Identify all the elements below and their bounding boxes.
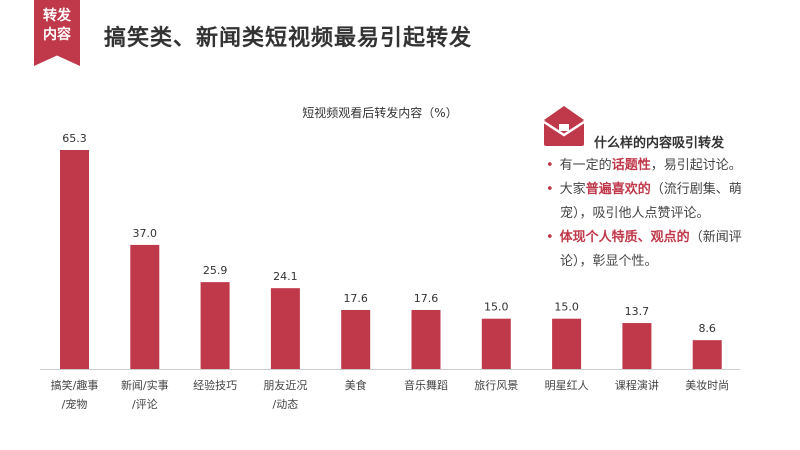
bar [411,309,441,369]
bar [552,318,582,369]
section-ribbon: 转发 内容 [34,0,80,66]
category-label: 音乐舞蹈 [404,378,448,392]
bar-value-label: 37.0 [133,227,158,240]
category-label: 朋友近况 [263,378,307,392]
insight-bullet: • 大家普遍喜欢的（流行剧集、萌 宠），吸引他人点赞评论。 [546,178,782,226]
category-label: 经验技巧 [193,378,237,392]
category-label: 搞笑/趣事 [51,378,99,392]
category-label: /评论 [132,397,158,411]
bar [622,323,652,369]
bar [130,244,160,369]
bar-value-label: 65.3 [62,132,87,145]
insight-title: 什么样的内容吸引转发 [594,136,725,151]
category-label: 美食 [345,378,367,392]
bullet-text: 大家 [559,182,586,197]
category-label: 课程演讲 [615,378,659,392]
bullet-dot: • [546,230,554,245]
ribbon-label-line2: 内容 [43,27,71,43]
bar [200,282,230,369]
category-label: 明星红人 [545,379,589,392]
bullet-dot: • [546,182,554,197]
bar-value-label: 15.0 [554,301,579,314]
page-title: 搞笑类、新闻类短视频最易引起转发 [104,26,473,51]
envelope-icon [543,106,585,146]
bullet-text: 有一定的 [559,158,612,173]
category-label: 新闻/实事 [121,378,169,392]
insight-bullet: • 体现个人特质、观点的（新闻评 论），彰显个性。 [546,226,782,274]
bullet-highlight: 普遍喜欢的 [585,182,651,197]
bullet-text: （新闻评 [689,230,742,245]
bullet-text: （流行剧集、萌 [650,182,742,197]
bullet-dot: • [546,158,554,173]
bar [60,150,89,369]
category-label: 旅行风景 [474,378,518,392]
bar-value-label: 17.6 [414,292,439,305]
ribbon-label-line1: 转发 [43,8,71,24]
category-label: /宠物 [62,397,88,411]
bar-value-label: 13.7 [625,305,650,318]
bar-value-label: 24.1 [273,270,298,283]
bullet-highlight: 体现个人特质、观点的 [559,230,690,245]
category-label: /动态 [273,398,299,411]
bullet-highlight: 话题性 [611,158,651,173]
bullet-text: 宠），吸引他人点赞评论。 [560,206,710,221]
bullet-text: 论），彰显个性。 [560,254,658,269]
bar-value-label: 25.9 [203,264,228,277]
bullet-text: ，易引起讨论。 [650,158,742,173]
chart-title: 短视频观看后转发内容（%） [302,106,458,120]
bar [692,340,722,369]
insight-bullet: • 有一定的话题性，易引起讨论。 [546,154,782,178]
bar-value-label: 17.6 [343,292,368,305]
bar-value-label: 15.0 [484,301,509,314]
bar [270,288,300,369]
bar [481,318,511,369]
bar [341,309,371,369]
category-label: 美妆时尚 [685,378,729,392]
bar-value-label: 8.6 [698,322,716,335]
